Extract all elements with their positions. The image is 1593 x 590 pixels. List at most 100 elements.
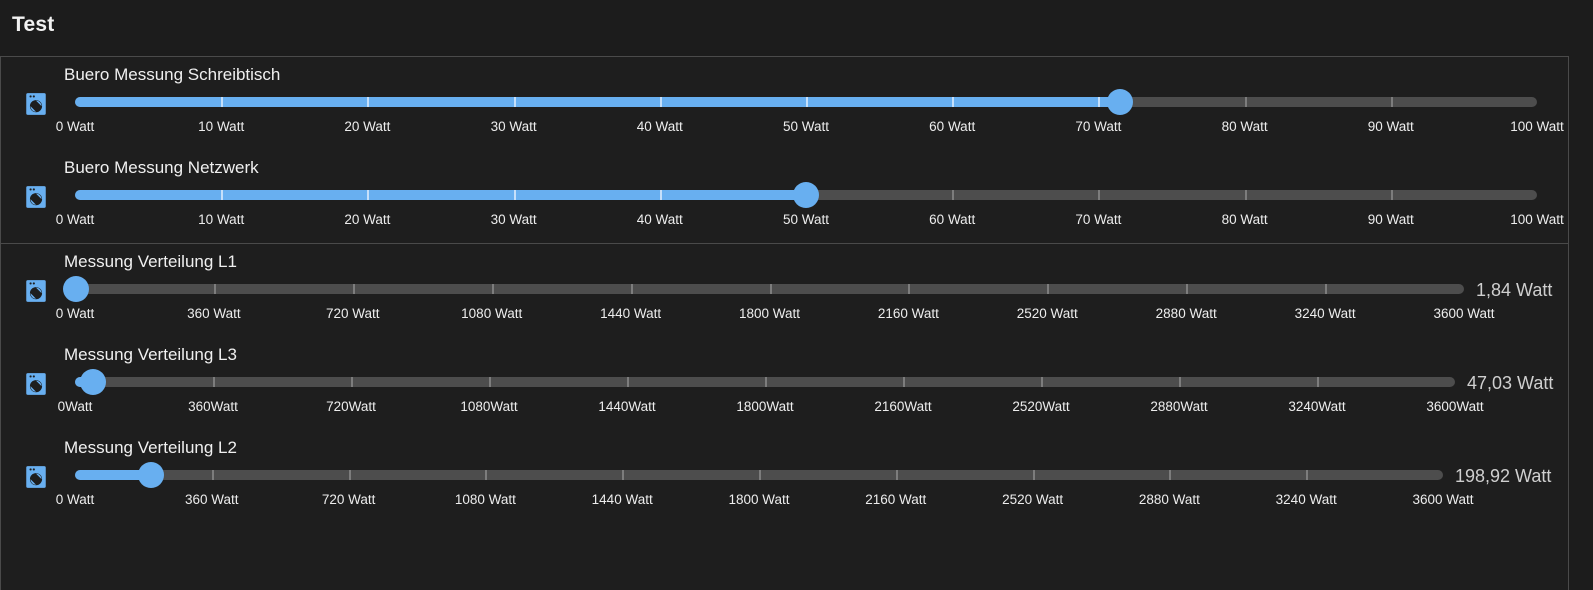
power-slider[interactable] — [75, 182, 1537, 208]
slider-tick-label: 2160Watt — [874, 399, 932, 414]
slider-tick — [903, 377, 905, 387]
slider-tick-label: 1440 Watt — [600, 306, 662, 321]
slider-tick-label: 0 Watt — [55, 306, 95, 321]
slider-tick-label: 2880 Watt — [1138, 492, 1200, 507]
slider-tick-label: 3240 Watt — [1294, 306, 1356, 321]
slider-tick-label: 1080 Watt — [461, 306, 523, 321]
slider-tick-label: 0 Watt — [55, 212, 95, 227]
washing-machine-icon[interactable] — [23, 184, 49, 210]
slider-thumb[interactable] — [137, 462, 164, 488]
power-slider[interactable] — [75, 462, 1443, 488]
slider-tick-label: 20 Watt — [344, 119, 391, 134]
slider-tick-labels: 0 Watt 360 Watt 720 Watt 1080 Watt 1440 Watt… — [56, 306, 1495, 324]
washing-machine-icon[interactable] — [23, 91, 49, 117]
slider-tick — [1317, 377, 1319, 387]
slider-row-label: Messung Verteilung L2 — [64, 438, 237, 457]
slider-tick-label: 20 Watt — [344, 212, 391, 227]
slider-tick-label: 1800Watt — [736, 399, 794, 414]
slider-tick — [221, 190, 224, 200]
slider-tick-labels: 0Watt 360Watt 720Watt 1080Watt 1440Watt 1800W… — [58, 399, 1484, 417]
slider-tick — [221, 97, 224, 107]
slider-tick-label: 30 Watt — [490, 212, 537, 227]
slider-tick — [367, 190, 370, 200]
slider-tick-label: 2160 Watt — [877, 306, 939, 321]
slider-tick-label: 90 Watt — [1367, 119, 1414, 134]
slider-tick-label: 2520 Watt — [1016, 306, 1078, 321]
washing-machine-icon[interactable] — [23, 464, 49, 490]
slider-tick-label: 80 Watt — [1221, 119, 1268, 134]
slider-tick — [765, 377, 767, 387]
slider-tick-labels: 0 Watt 10 Watt 20 Watt 30 Watt 40 Watt 50 Wat… — [56, 212, 1564, 230]
slider-tick — [1098, 97, 1101, 107]
sliders-card: Buero Messung Schreibtisch 0 Watt 10 Watt 2… — [0, 56, 1569, 590]
slider-tick — [513, 97, 516, 107]
slider-tick — [213, 377, 215, 387]
slider-tick — [1169, 470, 1172, 480]
slider-tick — [1047, 284, 1050, 294]
washing-machine-icon[interactable] — [23, 278, 49, 304]
slider-thumb[interactable] — [1107, 89, 1134, 115]
slider-tick — [367, 97, 370, 107]
slider-tick — [908, 284, 911, 294]
slider-tick — [351, 377, 353, 387]
slider-tick — [211, 470, 214, 480]
slider-tick — [952, 190, 955, 200]
slider-value-label: 1,84 Watt — [1476, 280, 1553, 300]
slider-tick — [1032, 470, 1035, 480]
slider-tick-label: 3600Watt — [1426, 399, 1484, 414]
slider-tick-label: 720Watt — [326, 399, 376, 414]
slider-tick-label: 720 Watt — [326, 306, 380, 321]
slider-fill — [75, 470, 151, 480]
slider-tick-label: 1800 Watt — [738, 306, 801, 321]
slider-tick-label: 2880Watt — [1150, 399, 1208, 414]
slider-tick — [627, 377, 629, 387]
page-title: Test — [12, 13, 55, 36]
slider-tick — [1244, 97, 1247, 107]
power-slider[interactable] — [75, 369, 1455, 395]
slider-tick-label: 100 Watt — [1510, 119, 1564, 134]
slider-tick-labels: 0 Watt 10 Watt 20 Watt 30 Watt 40 Watt 50 Wat… — [56, 119, 1564, 137]
slider-tick-label: 3240 Watt — [1275, 492, 1337, 507]
slider-thumb[interactable] — [80, 369, 107, 395]
slider-tick — [491, 284, 494, 294]
slider-row-label: Buero Messung Netzwerk — [64, 158, 259, 177]
slider-tick-label: 0Watt — [57, 399, 93, 414]
slider-tick-label: 80 Watt — [1221, 212, 1268, 227]
slider-thumb[interactable] — [62, 276, 89, 302]
slider-tick-label: 70 Watt — [1075, 119, 1122, 134]
slider-tick — [806, 97, 808, 107]
slider-tick-label: 1080 Watt — [454, 492, 516, 507]
slider-tick-label: 50 Watt — [782, 119, 830, 134]
slider-tick-label: 70 Watt — [1075, 212, 1122, 227]
slider-tick — [213, 284, 216, 294]
power-slider[interactable] — [75, 89, 1537, 115]
slider-tick-label: 2520 Watt — [1002, 492, 1064, 507]
slider-tick — [1186, 284, 1189, 294]
slider-tick-label: 2160 Watt — [865, 492, 927, 507]
slider-thumb[interactable] — [793, 182, 819, 208]
slider-tick-label: 3600 Watt — [1433, 306, 1495, 321]
slider-tick-label: 40 Watt — [636, 212, 683, 227]
slider-tick-label: 360 Watt — [185, 492, 239, 507]
slider-tick-label: 0 Watt — [55, 119, 95, 134]
slider-tick-label: 90 Watt — [1367, 212, 1414, 227]
slider-tick — [1390, 97, 1393, 107]
slider-tick-label: 30 Watt — [490, 119, 537, 134]
slider-tick — [1098, 190, 1101, 200]
slider-tick — [659, 97, 662, 107]
slider-row: Buero Messung Schreibtisch 0 Watt 10 Watt 2… — [1, 57, 1568, 150]
sections-host: Buero Messung Schreibtisch 0 Watt 10 Watt 2… — [1, 57, 1568, 523]
slider-tick — [489, 377, 491, 387]
slider-tick — [352, 284, 355, 294]
slider-tick-label: 2520Watt — [1012, 399, 1070, 414]
slider-tick — [513, 190, 516, 200]
power-slider[interactable] — [62, 276, 1464, 302]
slider-row: Messung Verteilung L2 0 Watt 360 Watt 720 W… — [1, 430, 1568, 523]
slider-tick-label: 3240Watt — [1288, 399, 1346, 414]
washing-machine-icon[interactable] — [23, 371, 49, 397]
slider-tick-label: 60 Watt — [929, 212, 976, 227]
slider-tick-label: 360Watt — [188, 399, 238, 414]
slider-tick — [1390, 190, 1393, 200]
slider-tick — [1244, 190, 1247, 200]
